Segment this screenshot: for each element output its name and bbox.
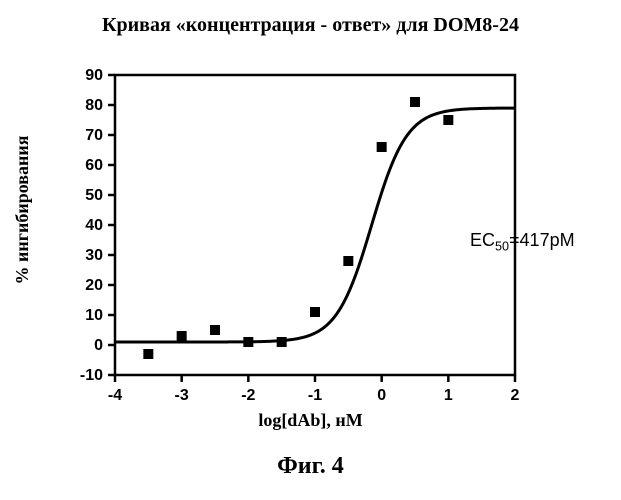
data-point (277, 337, 287, 347)
x-tick-label: -2 (241, 387, 255, 404)
data-point (243, 337, 253, 347)
fit-curve (115, 108, 515, 342)
data-point (177, 331, 187, 341)
y-tick-label: 90 (85, 67, 103, 84)
y-tick-label: 10 (85, 307, 103, 324)
x-tick-label: 2 (511, 387, 520, 404)
data-point (343, 256, 353, 266)
data-point (377, 142, 387, 152)
x-tick-label: 1 (444, 387, 453, 404)
y-tick-label: 20 (85, 277, 103, 294)
y-tick-label: 70 (85, 127, 103, 144)
y-tick-label: -10 (80, 367, 103, 384)
x-tick-label: -3 (175, 387, 189, 404)
chart-plot-area: -4-3-2-1012-100102030405060708090 (60, 60, 535, 420)
data-point (443, 115, 453, 125)
data-point (410, 97, 420, 107)
axis-box (115, 75, 515, 375)
y-tick-label: 50 (85, 187, 103, 204)
ec50-annotation: EC50=417pM (470, 230, 575, 254)
x-tick-label: -4 (108, 387, 122, 404)
figure-caption: Фиг. 4 (0, 453, 621, 480)
data-point (310, 307, 320, 317)
x-axis-label: log[dAb], нМ (0, 410, 621, 431)
data-point (210, 325, 220, 335)
x-tick-label: 0 (377, 387, 386, 404)
y-tick-label: 60 (85, 157, 103, 174)
y-tick-label: 0 (94, 337, 103, 354)
y-tick-label: 30 (85, 247, 103, 264)
x-tick-label: -1 (308, 387, 322, 404)
chart-title: Кривая «концентрация - ответ» для DOM8-2… (0, 14, 621, 37)
y-tick-label: 80 (85, 97, 103, 114)
data-point (143, 349, 153, 359)
y-tick-label: 40 (85, 217, 103, 234)
